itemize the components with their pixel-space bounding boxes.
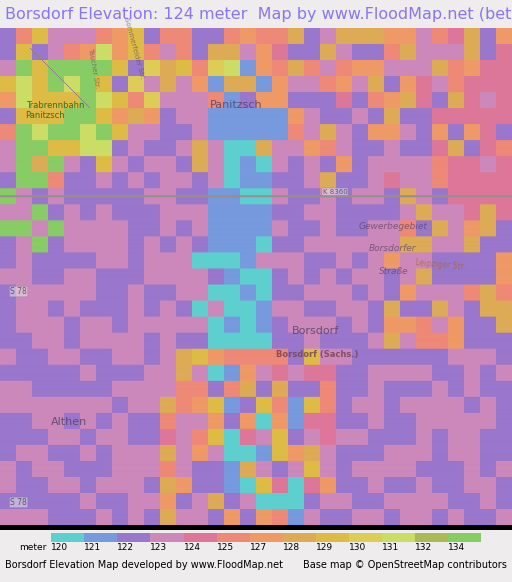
Bar (382, 533, 415, 542)
Text: Althen: Althen (51, 417, 88, 427)
Text: 127: 127 (250, 543, 267, 552)
Text: Taucher Str.: Taucher Str. (87, 48, 100, 89)
Text: 121: 121 (84, 543, 101, 552)
Text: 125: 125 (217, 543, 234, 552)
Text: 128: 128 (283, 543, 300, 552)
Text: S 78: S 78 (10, 287, 27, 296)
Text: Borsdorfer: Borsdorfer (369, 244, 416, 253)
Text: Borsdorf: Borsdorf (292, 327, 339, 336)
Text: 123: 123 (151, 543, 167, 552)
Text: 120: 120 (51, 543, 68, 552)
Text: Leipziger Str.: Leipziger Str. (415, 258, 465, 271)
Bar (217, 533, 250, 542)
Text: 132: 132 (415, 543, 432, 552)
Text: 134: 134 (448, 543, 465, 552)
Text: 129: 129 (316, 543, 333, 552)
Text: 122: 122 (117, 543, 134, 552)
Text: 124: 124 (183, 543, 201, 552)
Text: meter: meter (19, 543, 46, 552)
Text: K 8360: K 8360 (323, 189, 347, 194)
Bar (283, 533, 316, 542)
Bar (117, 533, 151, 542)
Text: Base map © OpenStreetMap contributors: Base map © OpenStreetMap contributors (303, 560, 507, 570)
Text: Borsdorf Elevation: 124 meter  Map by www.FloodMap.net (beta): Borsdorf Elevation: 124 meter Map by www… (5, 6, 512, 22)
Text: Trabrennbahn
Panitzsch: Trabrennbahn Panitzsch (26, 101, 84, 120)
Bar (84, 533, 117, 542)
Text: 130: 130 (349, 543, 366, 552)
Bar (415, 533, 448, 542)
Text: 131: 131 (382, 543, 399, 552)
Text: Borsdorf (Sachs.): Borsdorf (Sachs.) (276, 350, 359, 359)
Text: Straße: Straße (379, 267, 409, 276)
Text: Sommerfelder Str.: Sommerfelder Str. (123, 16, 145, 79)
Bar (183, 533, 217, 542)
Text: S 78: S 78 (10, 498, 27, 507)
Text: Panitzsch: Panitzsch (210, 100, 263, 111)
Bar (448, 533, 481, 542)
Bar (250, 533, 283, 542)
Text: Borsdorf Elevation Map developed by www.FloodMap.net: Borsdorf Elevation Map developed by www.… (5, 560, 283, 570)
Bar (151, 533, 183, 542)
Bar (316, 533, 349, 542)
Bar (51, 533, 84, 542)
Bar (349, 533, 382, 542)
Text: Gewerbegebiet: Gewerbegebiet (358, 222, 428, 231)
